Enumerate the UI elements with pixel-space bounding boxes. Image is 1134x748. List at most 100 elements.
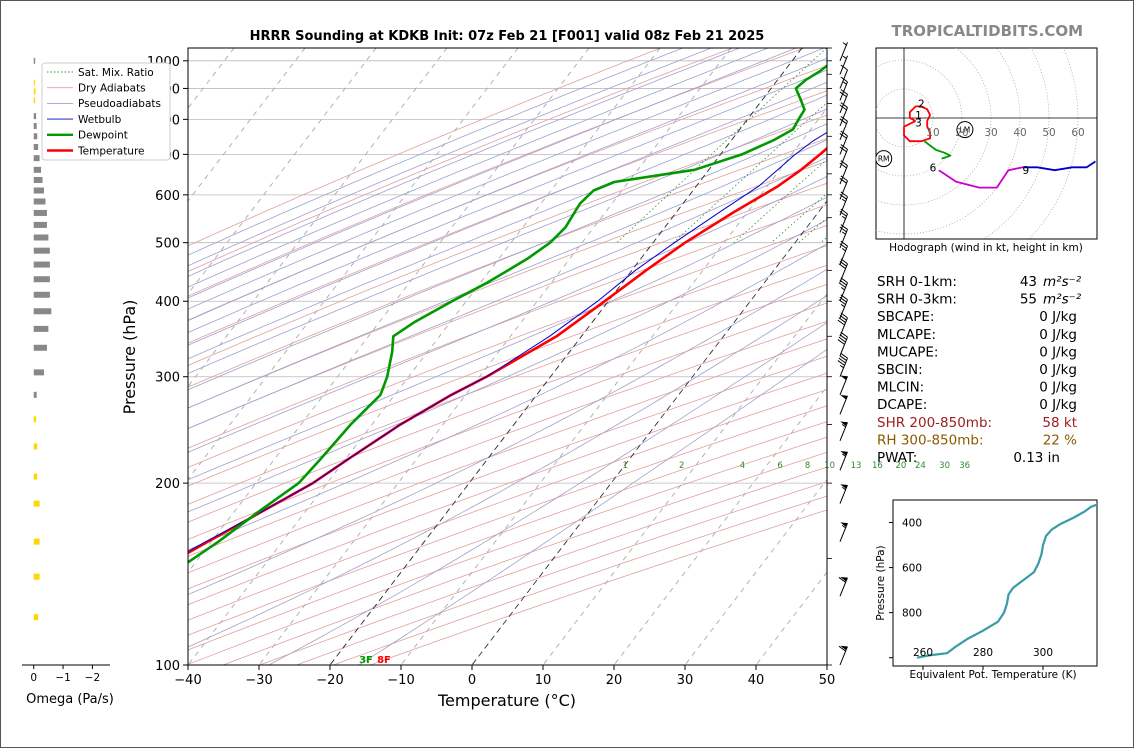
barb-staff <box>839 69 848 89</box>
barb-staff <box>839 484 848 504</box>
stat-value: 0 J/kg <box>1039 380 1077 396</box>
x-tick-label: 50 <box>819 673 836 688</box>
wind-barb <box>839 64 848 89</box>
omega-bar <box>33 276 50 283</box>
barb-full <box>838 317 846 323</box>
pseudoadiabat <box>188 48 798 299</box>
omega-bar <box>33 187 44 194</box>
wind-barb <box>839 375 848 395</box>
wind-barb <box>837 312 848 337</box>
profile-dewpoint <box>188 60 827 564</box>
omega-bar <box>33 57 36 64</box>
hodograph-xlabel: Hodograph (wind in kt, height in km) <box>889 242 1083 254</box>
pseudoadiabat <box>188 48 713 267</box>
pseudoadiabat <box>188 48 741 277</box>
barb-half <box>841 524 846 529</box>
omega-bar <box>33 291 50 298</box>
stat-value: 0.13 in <box>1013 450 1060 466</box>
barb-full <box>838 357 846 364</box>
theta-e-xlabel: Equivalent Pot. Temperature (K) <box>909 669 1076 681</box>
stat-label: SRH 0-3km: <box>877 292 957 308</box>
theta-e-y-tick-label: 600 <box>902 563 922 575</box>
barb-half <box>841 486 846 491</box>
stat-value: 0 J/kg <box>1039 309 1077 325</box>
barb-full <box>840 89 848 95</box>
barb-flag <box>840 450 848 456</box>
wind-barb <box>839 394 848 415</box>
barb-flag <box>840 484 848 489</box>
surface-dewpoint-label: 3F <box>359 655 373 666</box>
hodograph-height-label: 2 <box>918 99 925 111</box>
omega-bars <box>33 57 52 621</box>
hodograph-segment <box>903 105 931 143</box>
wind-barb <box>839 144 848 169</box>
barb-staff <box>839 646 848 666</box>
barb-full <box>839 104 847 111</box>
omega-bar <box>33 391 37 398</box>
barb-full <box>840 130 848 137</box>
theta-e-line <box>916 503 1097 659</box>
mixing-ratio-line <box>673 101 827 243</box>
dry-adiabat <box>188 405 827 636</box>
barb-staff <box>839 395 848 415</box>
stat-label: MLCAPE: <box>877 327 936 343</box>
sounding-profiles <box>188 60 827 564</box>
omega-bar <box>33 369 44 376</box>
pseudoadiabat <box>188 268 827 596</box>
barb-full <box>839 133 847 139</box>
omega-bar <box>33 308 52 315</box>
omega-ticks: 0 −1 −2 <box>30 665 100 684</box>
pseudoadiabat <box>188 69 827 334</box>
barb-staff <box>839 94 848 114</box>
omega-bar <box>33 113 37 120</box>
omega-bar <box>33 247 50 254</box>
x-tick-label: 30 <box>677 673 694 688</box>
stats-table: SRH 0-1km: 43 m²s⁻² SRH 0-3km: 55 m²s⁻² SBCAPE… <box>877 274 1082 466</box>
omega-bar <box>33 166 42 173</box>
barb-full <box>839 118 847 125</box>
barb-half <box>841 424 846 428</box>
hodograph-ring-label: 40 <box>1013 127 1026 139</box>
legend-label: Sat. Mix. Ratio <box>78 67 154 79</box>
dry-adiabat <box>188 160 827 409</box>
y-tick-label: 400 <box>155 295 180 310</box>
barb-staff <box>839 229 848 249</box>
barb-full <box>837 339 845 345</box>
barb-half <box>841 248 846 252</box>
omega-bar <box>33 234 49 241</box>
barb-full <box>839 146 847 153</box>
legend-label: Pseudoadiabats <box>78 98 161 110</box>
mixing-ratio-label: 20 <box>895 461 906 471</box>
hodograph-trace <box>903 105 1096 189</box>
isotherm <box>0 48 21 665</box>
legend-label: Dry Adiabats <box>78 83 146 95</box>
mixing-ratio-line <box>616 48 827 243</box>
barb-full <box>838 336 846 343</box>
barb-full <box>840 352 848 359</box>
barb-full <box>839 91 847 98</box>
theta-e-x-tick-label: 260 <box>913 647 933 659</box>
hodograph-frame <box>875 47 1098 240</box>
mixing-ratio-label: 1 <box>622 461 627 471</box>
barb-full <box>840 64 848 71</box>
storm-motion-label: RM <box>878 155 890 164</box>
omega-bar <box>33 97 36 104</box>
barb-full <box>838 299 846 305</box>
storm-motion-marker <box>876 150 893 168</box>
pseudoadiabat <box>188 243 827 551</box>
theta-e-x-tick-label: 300 <box>1033 647 1053 659</box>
hodograph-ring-label: 60 <box>1071 127 1084 139</box>
stat-label: PWAT: <box>877 450 917 466</box>
omega-bar <box>33 122 37 129</box>
storm-motion-marker <box>956 121 974 139</box>
barb-flag <box>840 522 848 527</box>
omega-bar <box>33 344 47 351</box>
stat-label: SBCAPE: <box>877 309 934 325</box>
barb-half <box>841 231 846 235</box>
profile-wetbulb <box>188 131 827 552</box>
x-tick-label: 20 <box>606 673 623 688</box>
mixing-ratio-label: 16 <box>872 461 883 471</box>
hodograph-segment <box>938 166 1024 189</box>
pseudoadiabat <box>188 81 827 346</box>
